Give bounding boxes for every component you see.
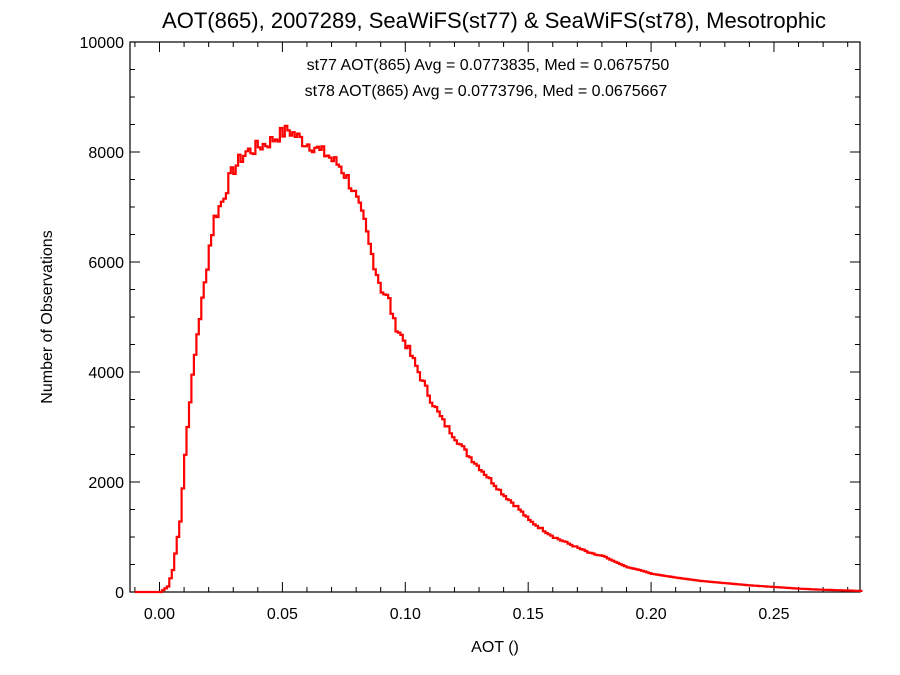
y-tick-label: 8000 (88, 145, 124, 162)
x-tick-label: 0.20 (636, 606, 667, 623)
y-tick-label: 2000 (88, 475, 124, 492)
chart-title: AOT(865), 2007289, SeaWiFS(st77) & SeaWi… (162, 8, 826, 33)
y-axis-ticks: 0 2000 4000 6000 8000 10000 (80, 35, 860, 602)
series-line-st78 (134, 124, 863, 594)
x-tick-label: 0.10 (390, 606, 421, 623)
x-tick-label: 0.05 (267, 606, 298, 623)
x-axis-ticks: 0.00 0.05 0.10 0.15 0.20 0.25 (134, 42, 849, 623)
x-axis-label: AOT () (471, 639, 519, 656)
annotation-st78: st78 AOT(865) Avg = 0.0773796, Med = 0.0… (305, 83, 668, 100)
x-tick-label: 0.25 (758, 606, 789, 623)
plot-frame (129, 41, 861, 593)
y-tick-label: 0 (115, 585, 124, 602)
y-tick-label: 6000 (88, 255, 124, 272)
y-tick-label: 4000 (88, 365, 124, 382)
annotation-st77: st77 AOT(865) Avg = 0.0773835, Med = 0.0… (307, 57, 670, 74)
y-tick-label: 10000 (80, 35, 125, 52)
y-axis-label: Number of Observations (39, 230, 56, 403)
x-tick-label: 0.15 (513, 606, 544, 623)
x-tick-label: 0.00 (144, 606, 175, 623)
